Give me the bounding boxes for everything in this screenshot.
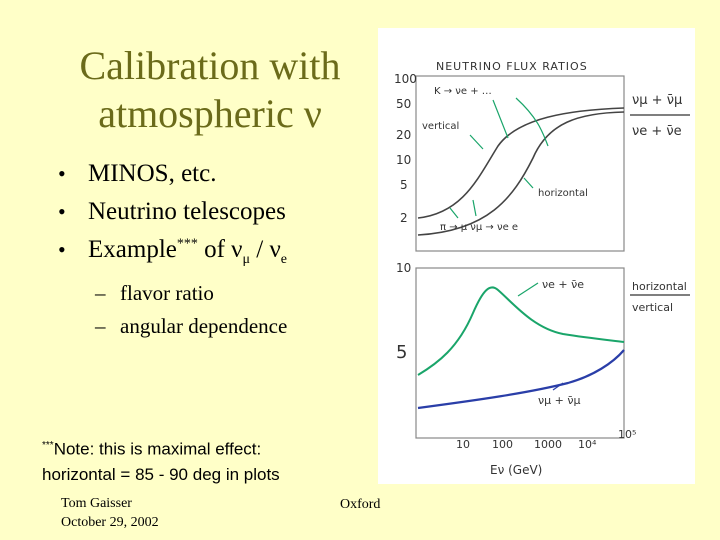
top-ytick: 50 bbox=[396, 97, 411, 111]
note-line-2: horizontal = 85 - 90 deg in plots bbox=[42, 464, 280, 484]
numu-arrow-icon bbox=[552, 382, 564, 391]
xtick: 10⁵ bbox=[618, 428, 636, 441]
horizontal-label: horizontal bbox=[538, 188, 588, 199]
bullet-item: • Example*** of νμ / νe bbox=[58, 236, 287, 274]
k-decay-label: K → νe + … bbox=[434, 86, 492, 97]
bullet-item: • MINOS, etc. bbox=[58, 160, 287, 198]
x-axis: 10 100 1000 10⁴ 10⁵ Eν (GeV) bbox=[456, 428, 636, 477]
xtick: 1000 bbox=[534, 438, 562, 451]
bullet-dot-icon: • bbox=[58, 199, 66, 224]
top-plot-title: NEUTRINO FLUX RATIOS bbox=[436, 60, 588, 73]
bullet-text: Neutrino telescopes bbox=[88, 198, 286, 225]
bullet-example-sup: *** bbox=[176, 236, 198, 252]
bullet-dot-icon: • bbox=[58, 237, 66, 262]
bottom-ytick: 5 bbox=[396, 342, 407, 363]
top-ratio-denominator: νe + ν̄e bbox=[632, 124, 682, 139]
bullet-example-sub-mu: μ bbox=[242, 252, 251, 267]
slide-title: Calibration with atmospheric ν bbox=[40, 42, 380, 138]
note-line-1: Note: this is maximal effect: bbox=[53, 439, 262, 459]
bullet-dot-icon: • bbox=[58, 161, 66, 186]
top-ytick: 100 bbox=[394, 72, 417, 86]
top-ytick: 2 bbox=[400, 211, 408, 225]
footer-left: Tom Gaisser October 29, 2002 bbox=[61, 494, 159, 532]
bullet-example-prefix: Example bbox=[88, 236, 177, 263]
x-axis-label: Eν (GeV) bbox=[490, 463, 542, 477]
bullet-item: • Neutrino telescopes bbox=[58, 198, 287, 236]
xtick: 10⁴ bbox=[578, 438, 597, 451]
horizontal-curve bbox=[417, 111, 625, 236]
vertical-label: vertical bbox=[422, 121, 459, 132]
bottom-ratio-numerator: horizontal bbox=[632, 280, 687, 293]
note-sup: *** bbox=[42, 440, 54, 451]
footer-place: Oxford bbox=[340, 497, 381, 512]
top-ratio-numerator: νμ + ν̄μ bbox=[632, 93, 682, 108]
top-y-axis: 100 50 20 10 5 2 bbox=[394, 72, 417, 225]
flux-ratio-figure: NEUTRINO FLUX RATIOS 100 50 20 10 5 2 ve… bbox=[378, 28, 695, 484]
bullet-text: Example*** of νμ / νe bbox=[88, 236, 287, 268]
vertical-curve bbox=[417, 107, 625, 219]
flux-ratio-plots: NEUTRINO FLUX RATIOS 100 50 20 10 5 2 ve… bbox=[394, 60, 690, 477]
sub-bullet-item: – angular dependence bbox=[95, 314, 287, 347]
top-ytick: 5 bbox=[400, 178, 408, 192]
bullet-text: MINOS, etc. bbox=[88, 160, 217, 187]
bullet-example-sub-e: e bbox=[280, 252, 287, 267]
xtick: 100 bbox=[492, 438, 513, 451]
sub-bullet-text: flavor ratio bbox=[120, 281, 214, 305]
dash-icon: – bbox=[95, 314, 106, 338]
numu-ratio-curve bbox=[417, 349, 625, 410]
vertical-arrow-icon bbox=[469, 134, 484, 150]
k-decay-arrow-icon bbox=[515, 97, 549, 147]
bullet-example-mid: of ν bbox=[197, 236, 243, 263]
footer-author: Tom Gaisser bbox=[61, 496, 132, 511]
bottom-plot-frame bbox=[415, 267, 625, 439]
pi-decay-arrow-icon bbox=[449, 199, 477, 219]
k-decay-arrow-icon bbox=[492, 99, 509, 139]
title-line-1: Calibration with bbox=[79, 43, 341, 88]
nue-arrow-icon bbox=[517, 282, 539, 297]
horizontal-arrow-icon bbox=[523, 177, 534, 189]
sub-bullet-text: angular dependence bbox=[120, 314, 288, 338]
top-ytick: 20 bbox=[396, 128, 411, 142]
bullet-example-sep: / ν bbox=[250, 236, 281, 263]
bullet-list: • MINOS, etc. • Neutrino telescopes • Ex… bbox=[58, 160, 287, 274]
sub-bullet-list: – flavor ratio – angular dependence bbox=[95, 281, 287, 347]
nue-ratio-curve bbox=[417, 286, 625, 376]
top-plot-frame bbox=[415, 75, 625, 252]
nue-curve-label: νe + ν̄e bbox=[542, 278, 584, 291]
pi-decay-label: π → μ νμ → νe e bbox=[440, 222, 518, 233]
sub-bullet-item: – flavor ratio bbox=[95, 281, 287, 314]
note-text: ***Note: this is maximal effect: horizon… bbox=[42, 433, 280, 487]
bottom-ytick: 10 bbox=[396, 261, 411, 275]
numu-curve-label: νμ + ν̄μ bbox=[538, 394, 581, 407]
bottom-ratio-denominator: vertical bbox=[632, 301, 673, 314]
xtick: 10 bbox=[456, 438, 470, 451]
title-line-2: atmospheric ν bbox=[98, 91, 322, 136]
bottom-y-axis: 10 5 bbox=[396, 261, 411, 363]
top-ytick: 10 bbox=[396, 153, 411, 167]
dash-icon: – bbox=[95, 281, 106, 305]
footer-date: October 29, 2002 bbox=[61, 515, 159, 530]
